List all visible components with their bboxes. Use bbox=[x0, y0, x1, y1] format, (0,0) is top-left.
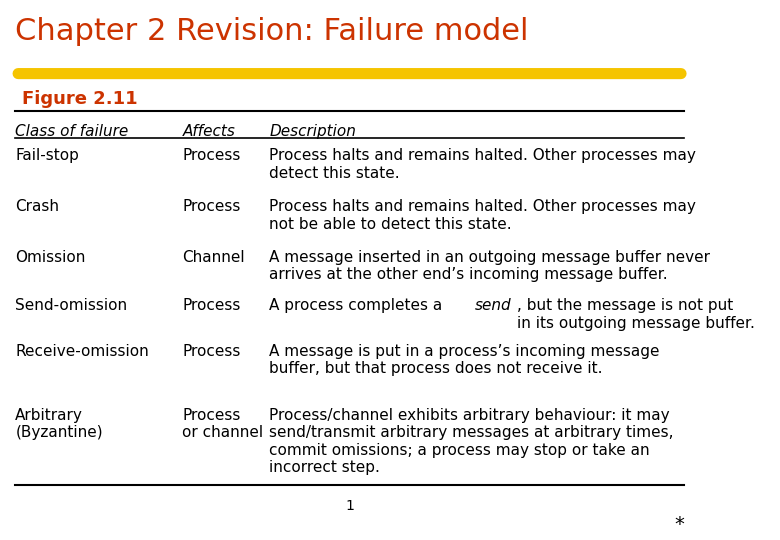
Text: send: send bbox=[475, 298, 512, 313]
Text: Affects: Affects bbox=[183, 124, 236, 139]
Text: *: * bbox=[674, 515, 684, 534]
Text: Process halts and remains halted. Other processes may
not be able to detect this: Process halts and remains halted. Other … bbox=[269, 199, 697, 232]
Text: , but the message is not put
in its outgoing message buffer.: , but the message is not put in its outg… bbox=[517, 298, 755, 330]
Text: A message inserted in an outgoing message buffer never
arrives at the other end’: A message inserted in an outgoing messag… bbox=[269, 250, 711, 282]
Text: 1: 1 bbox=[345, 499, 354, 513]
Text: Process halts and remains halted. Other processes may
detect this state.: Process halts and remains halted. Other … bbox=[269, 148, 697, 181]
Text: Chapter 2 Revision: Failure model: Chapter 2 Revision: Failure model bbox=[16, 17, 529, 46]
Text: Process: Process bbox=[183, 148, 241, 164]
Text: Process
or channel: Process or channel bbox=[183, 408, 264, 440]
Text: Process: Process bbox=[183, 199, 241, 214]
Text: A process completes a: A process completes a bbox=[269, 298, 448, 313]
Text: Channel: Channel bbox=[183, 250, 245, 265]
Text: Process: Process bbox=[183, 298, 241, 313]
Text: A message is put in a process’s incoming message
buffer, but that process does n: A message is put in a process’s incoming… bbox=[269, 343, 660, 376]
Text: Send-omission: Send-omission bbox=[16, 298, 127, 313]
Text: Fail-stop: Fail-stop bbox=[16, 148, 80, 164]
Text: Description: Description bbox=[269, 124, 356, 139]
Text: Receive-omission: Receive-omission bbox=[16, 343, 149, 359]
Text: Figure 2.11: Figure 2.11 bbox=[23, 90, 138, 107]
Text: Crash: Crash bbox=[16, 199, 59, 214]
Text: Process/channel exhibits arbitrary behaviour: it may
send/transmit arbitrary mes: Process/channel exhibits arbitrary behav… bbox=[269, 408, 674, 475]
Text: Arbitrary
(Byzantine): Arbitrary (Byzantine) bbox=[16, 408, 103, 440]
Text: Omission: Omission bbox=[16, 250, 86, 265]
Text: Class of failure: Class of failure bbox=[16, 124, 129, 139]
Text: Process: Process bbox=[183, 343, 241, 359]
